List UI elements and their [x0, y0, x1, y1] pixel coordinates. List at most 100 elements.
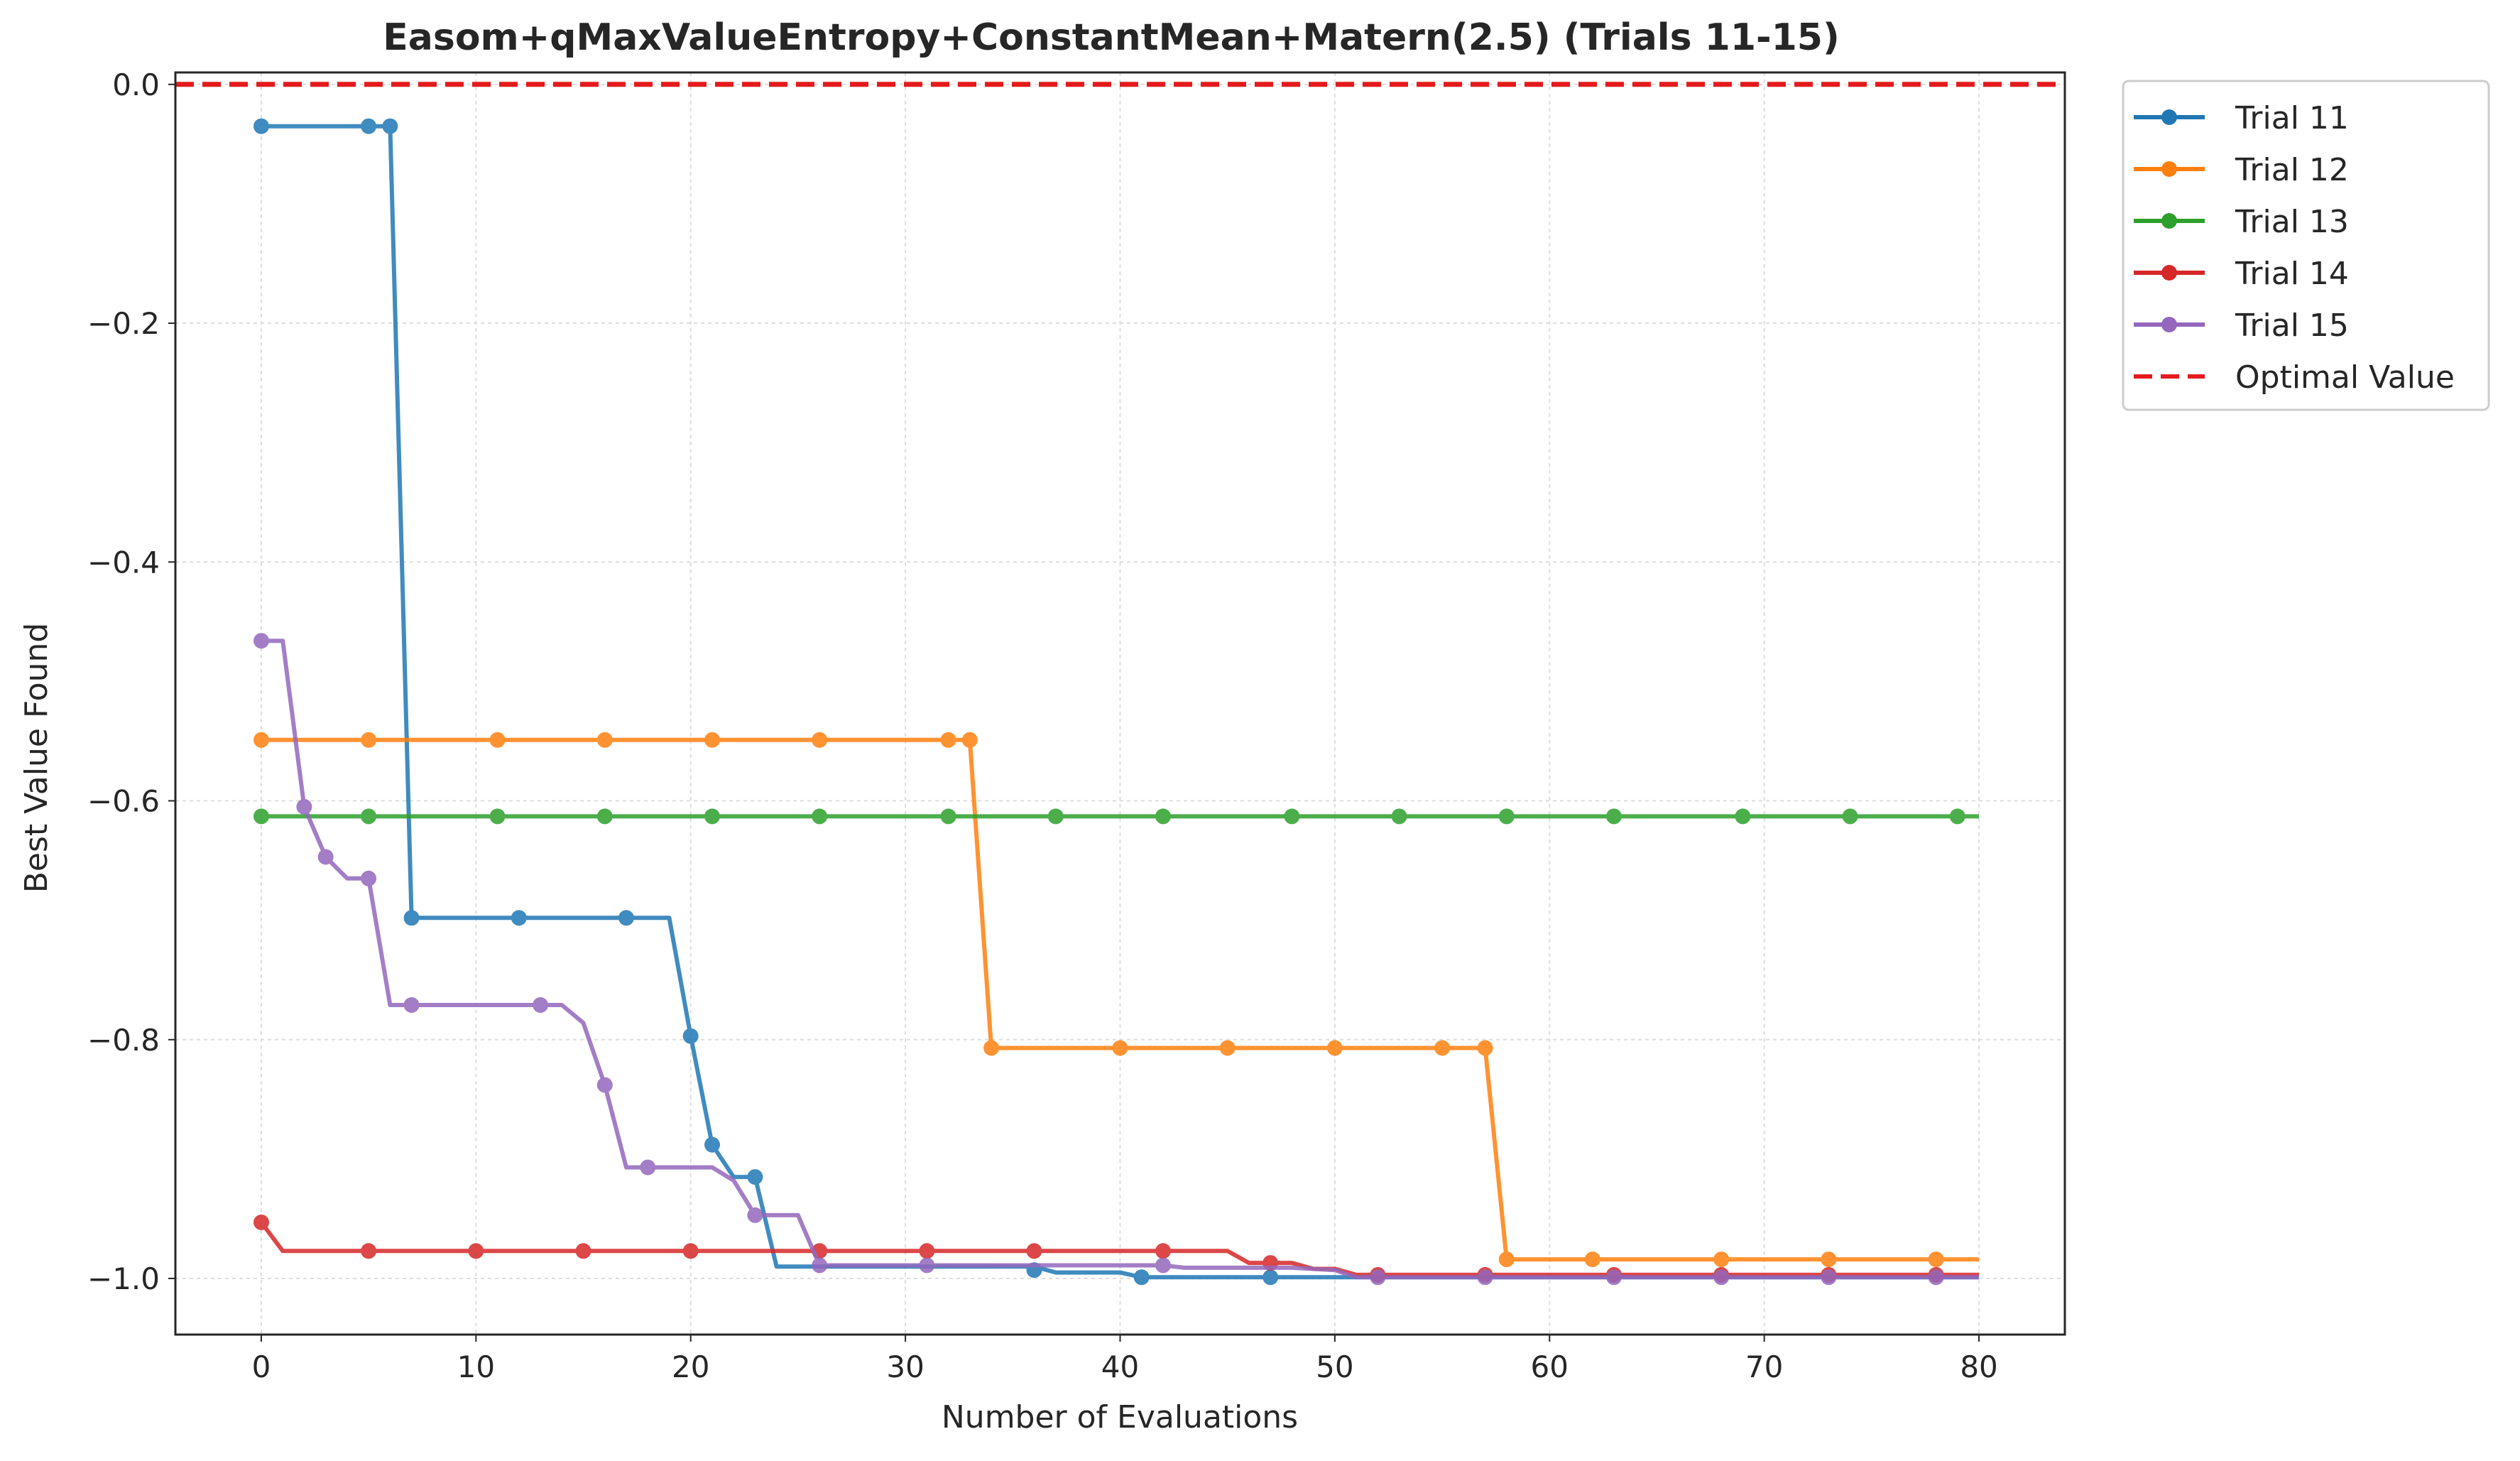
x-axis-ticks: 0 10 20 30 40 50 60 70 80: [252, 1335, 1998, 1384]
data-point-trial-15: [1928, 1269, 1944, 1286]
data-point-trial-15: [640, 1159, 656, 1175]
data-point-trial-12: [940, 732, 956, 748]
data-point-trial-13: [1949, 808, 1965, 825]
data-point-trial-13: [940, 808, 956, 825]
legend-marker-trial-11: [2161, 109, 2177, 125]
data-point-trial-15: [1713, 1269, 1730, 1286]
data-point-trial-11: [1262, 1269, 1279, 1286]
data-point-trial-13: [1155, 808, 1171, 825]
x-tick-label: 0: [252, 1349, 271, 1384]
data-point-trial-15: [747, 1207, 763, 1223]
y-tick-label: −0.8: [87, 1023, 160, 1058]
data-point-trial-15: [596, 1077, 613, 1093]
legend: Trial 11 Trial 12 Trial 13 Trial 14 Trial 15…: [2122, 80, 2490, 411]
x-tick-label: 10: [457, 1349, 495, 1384]
x-tick-label: 40: [1101, 1349, 1139, 1384]
y-tick-label: −0.4: [87, 545, 160, 580]
y-axis-label: Best Value Found: [18, 623, 55, 894]
data-point-trial-15: [361, 870, 377, 886]
data-point-trial-12: [1584, 1251, 1600, 1268]
legend-marker-trial-14: [2161, 265, 2177, 281]
data-point-trial-13: [704, 808, 720, 825]
series-trial-11: [253, 118, 1979, 1286]
data-point-trial-13: [1735, 808, 1751, 825]
series-line-trial-15: [261, 639, 1979, 1280]
data-point-trial-15: [919, 1257, 935, 1273]
x-tick-label: 50: [1316, 1349, 1353, 1384]
y-tick-label: −0.6: [87, 784, 160, 819]
data-point-trial-12: [1498, 1251, 1515, 1268]
legend-label-trial-15: Trial 15: [2235, 308, 2349, 344]
data-point-trial-12: [1477, 1040, 1493, 1056]
x-tick-label: 80: [1960, 1349, 1997, 1384]
legend-label-trial-12: Trial 12: [2235, 152, 2349, 188]
data-point-trial-12: [596, 732, 613, 748]
data-point-trial-12: [1713, 1251, 1730, 1268]
data-point-trial-15: [403, 997, 420, 1013]
data-point-trial-11: [1133, 1269, 1150, 1286]
series-trial-12: [253, 732, 1979, 1268]
data-point-trial-15: [317, 849, 334, 865]
data-point-trial-15: [1821, 1269, 1837, 1286]
data-point-trial-15: [253, 633, 269, 649]
data-point-trial-14: [468, 1243, 484, 1259]
data-point-trial-11: [361, 118, 377, 134]
legend-marker-trial-15: [2161, 317, 2177, 332]
legend-label-trial-14: Trial 14: [2235, 256, 2349, 292]
data-point-trial-12: [812, 732, 828, 748]
data-point-trial-13: [1842, 808, 1858, 825]
y-tick-label: 0.0: [112, 67, 160, 102]
data-point-trial-12: [704, 732, 720, 748]
legend-marker-trial-12: [2161, 161, 2177, 177]
data-point-trial-14: [682, 1243, 699, 1259]
data-point-trial-12: [361, 732, 377, 748]
x-tick-label: 60: [1531, 1349, 1569, 1384]
series-trial-13: [253, 808, 1979, 825]
y-tick-label: −0.2: [87, 306, 160, 341]
data-point-trial-12: [1112, 1040, 1128, 1056]
data-point-trial-12: [489, 732, 506, 748]
data-point-trial-13: [1606, 808, 1622, 825]
legend-label-optimal-value: Optimal Value: [2235, 359, 2455, 396]
data-point-trial-11: [403, 910, 420, 926]
data-point-trial-13: [253, 808, 269, 825]
data-point-trial-11: [618, 910, 634, 926]
data-point-trial-15: [533, 997, 549, 1013]
chart-title: Easom+qMaxValueEntropy+ConstantMean+Mate…: [383, 16, 1840, 59]
data-point-trial-15: [1606, 1269, 1622, 1286]
plot-area: [175, 82, 2065, 1286]
y-axis-ticks: 0.0 −0.2 −0.4 −0.6 −0.8 −1.0: [87, 67, 175, 1296]
x-axis-label: Number of Evaluations: [942, 1399, 1298, 1435]
data-point-trial-13: [1498, 808, 1515, 825]
data-point-trial-11: [682, 1028, 699, 1044]
data-point-trial-14: [1026, 1243, 1042, 1259]
legend-marker-trial-13: [2161, 213, 2177, 229]
data-point-trial-13: [489, 808, 506, 825]
data-point-trial-15: [1155, 1257, 1171, 1273]
data-point-trial-15: [296, 798, 312, 815]
data-point-trial-13: [1284, 808, 1300, 825]
legend-label-trial-11: Trial 11: [2235, 100, 2349, 136]
data-point-trial-12: [1928, 1251, 1944, 1268]
series-trial-15: [253, 633, 1979, 1286]
data-point-trial-11: [253, 118, 269, 134]
x-tick-label: 20: [672, 1349, 709, 1384]
data-point-trial-12: [983, 1040, 1000, 1056]
data-point-trial-12: [253, 732, 269, 748]
data-point-trial-13: [1047, 808, 1064, 825]
data-point-trial-13: [1391, 808, 1407, 825]
data-point-trial-11: [511, 910, 527, 926]
data-point-trial-14: [1155, 1243, 1171, 1259]
data-point-trial-12: [961, 732, 978, 748]
data-point-trial-12: [1219, 1040, 1236, 1056]
data-point-trial-13: [812, 808, 828, 825]
data-point-trial-14: [575, 1243, 591, 1259]
data-point-trial-15: [812, 1257, 828, 1273]
data-point-trial-11: [382, 118, 398, 134]
data-point-trial-13: [361, 808, 377, 825]
data-point-trial-14: [361, 1243, 377, 1259]
legend-box: [2122, 80, 2490, 411]
data-point-trial-12: [1821, 1251, 1837, 1268]
